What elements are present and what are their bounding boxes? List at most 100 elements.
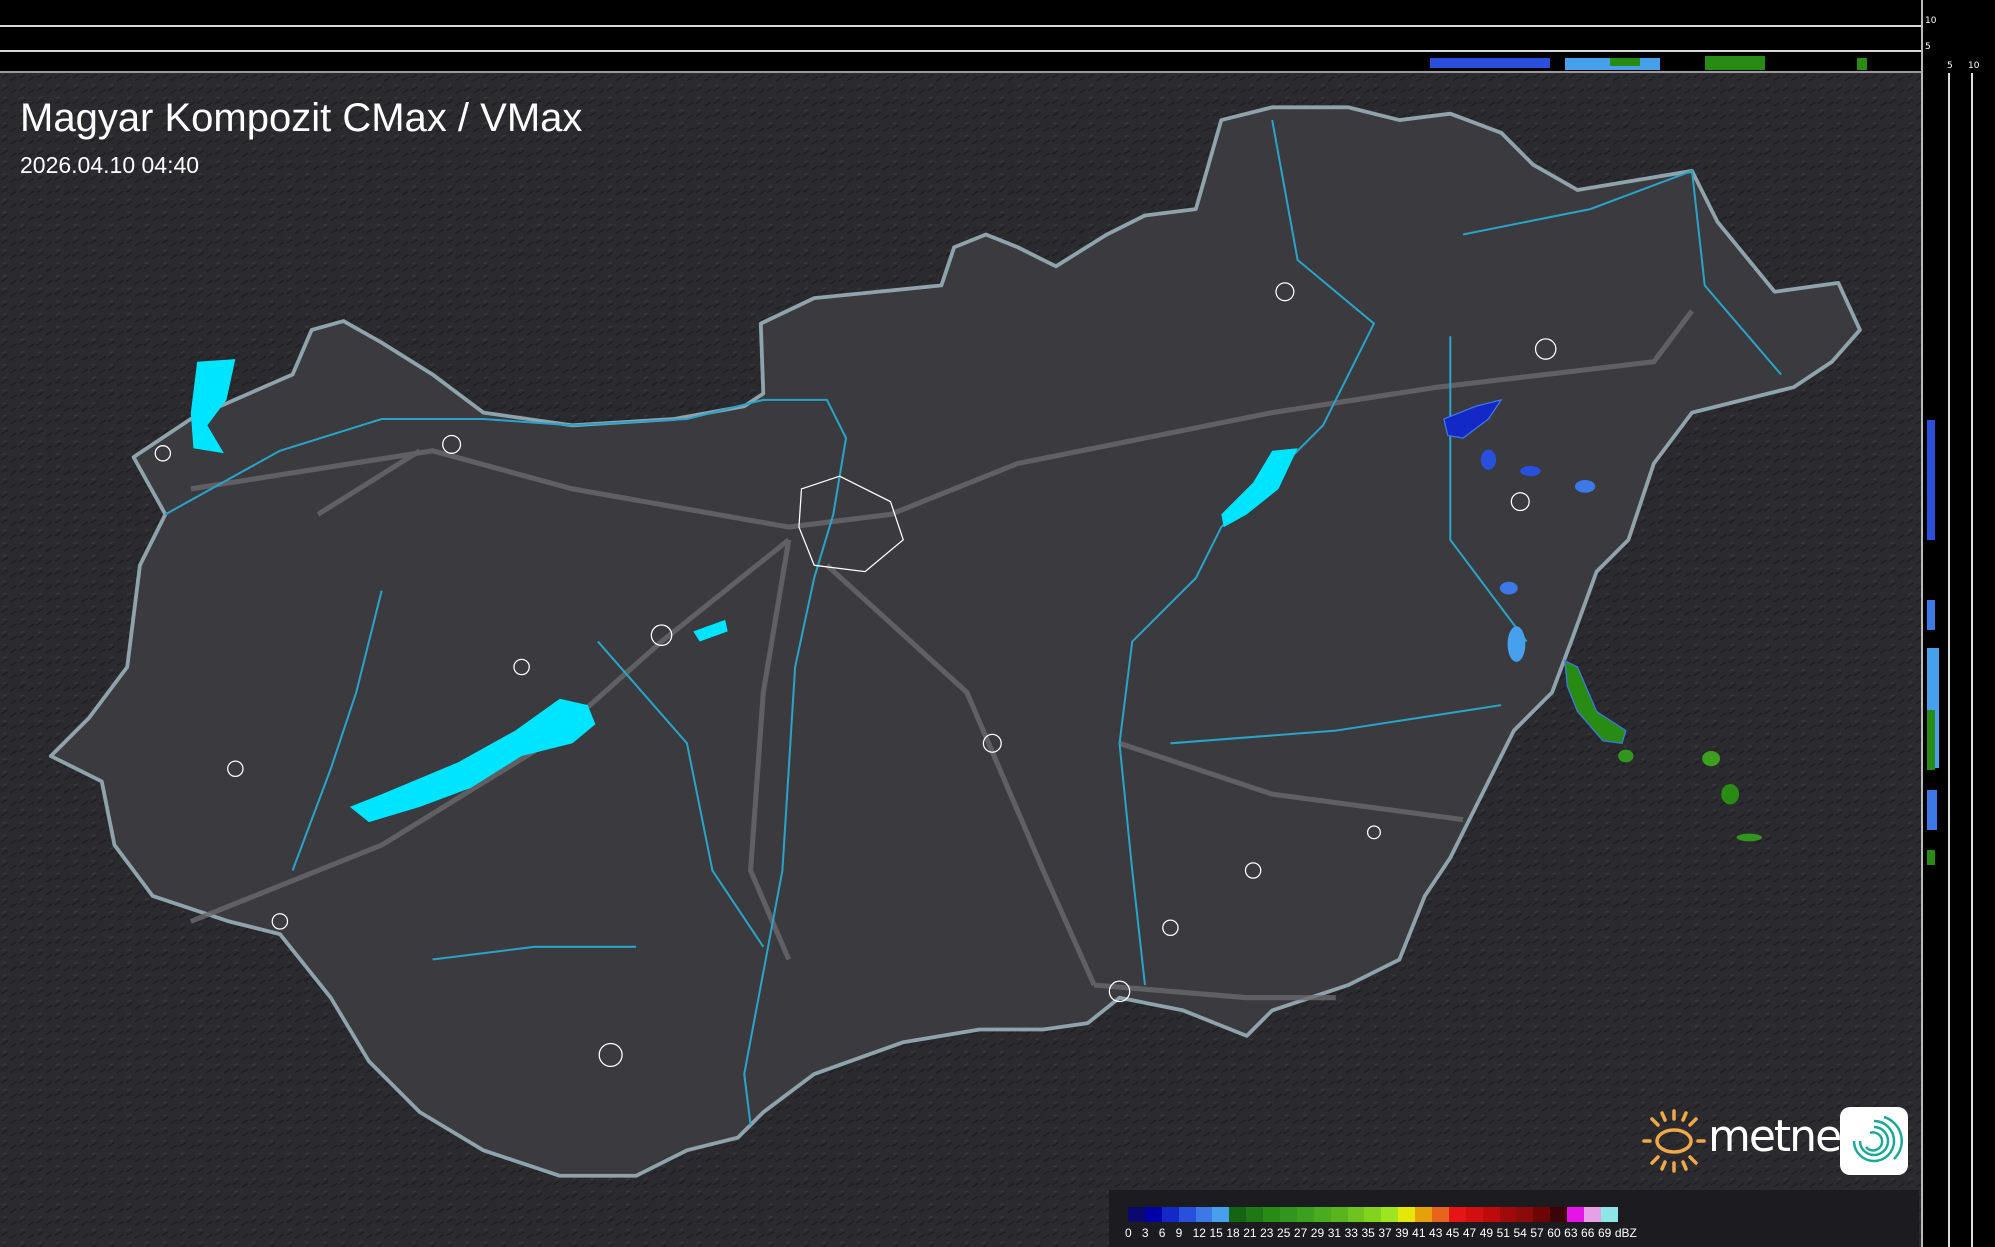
legend-swatch (1600, 1207, 1618, 1222)
profile-echo (1705, 56, 1765, 70)
legend-swatch (1516, 1207, 1534, 1222)
legend-swatch (1448, 1207, 1466, 1222)
legend-swatch (1432, 1207, 1449, 1222)
legend-swatch (1128, 1207, 1145, 1222)
legend-swatch (1347, 1207, 1365, 1222)
legend-swatch (1212, 1207, 1230, 1222)
legend-label: 29 (1310, 1226, 1325, 1240)
legend-swatch (1567, 1207, 1585, 1222)
legend-swatch (1280, 1207, 1297, 1222)
metnet-logo: metnet (1638, 1105, 1908, 1177)
rivers (164, 119, 1782, 1126)
legend-swatch (1246, 1207, 1264, 1222)
legend-label: 49 (1479, 1226, 1494, 1240)
map-timestamp: 2026.04.10 04:40 (20, 152, 200, 178)
city-outlines (154, 282, 1557, 1068)
legend-swatch (1482, 1207, 1500, 1222)
legend-swatch (1229, 1207, 1247, 1222)
legend-label: 39 (1395, 1226, 1409, 1240)
legend-swatch (1584, 1207, 1601, 1222)
legend-swatch (1415, 1207, 1433, 1222)
legend-label: 31 (1327, 1226, 1342, 1240)
legend-label: 23 (1260, 1226, 1274, 1240)
legend-labels: 0 3 6 9 12 15 18 21 23 25 27 29 31 33 35 37 39 41 43 45 47 49… (1125, 1226, 1637, 1240)
legend-swatch (1499, 1207, 1517, 1222)
legend-label: 45 (1445, 1226, 1460, 1240)
legend-swatch (1144, 1207, 1162, 1222)
legend-swatch (1398, 1207, 1416, 1222)
lake-ferto (190, 359, 236, 454)
legend-label: 41 (1412, 1226, 1426, 1240)
profile-echo (1857, 58, 1867, 70)
legend-swatch (1381, 1207, 1399, 1222)
legend-label: 60 (1547, 1226, 1561, 1240)
radar-map[interactable] (0, 73, 1921, 1247)
strip-baseline (0, 71, 1921, 73)
lake-velence (693, 619, 728, 642)
legend-label: 21 (1243, 1226, 1257, 1240)
profile-echo (1927, 710, 1935, 770)
legend-label: 51 (1496, 1226, 1510, 1240)
legend-label: 69 (1597, 1226, 1612, 1240)
dbz-color-legend: 0 3 6 9 12 15 18 21 23 25 27 29 31 33 35 37 39 41 43 45 47 49… (1109, 1190, 1919, 1247)
profile-echo (1430, 58, 1550, 68)
legend-swatch (1465, 1207, 1483, 1222)
axis-label: 10 (1925, 16, 1937, 26)
swirl-logo-icon (1840, 1107, 1908, 1175)
hungary-country-shape (48, 105, 1862, 1178)
legend-unit: dBZ (1614, 1226, 1637, 1240)
legend-label: 33 (1344, 1226, 1358, 1240)
lake-tisza (1221, 448, 1298, 528)
legend-swatch (1550, 1207, 1568, 1222)
legend-label: 27 (1293, 1226, 1308, 1240)
logo-text: metnet (1708, 1111, 1857, 1162)
legend-label: 66 (1581, 1226, 1595, 1240)
legend-label: 37 (1378, 1226, 1392, 1240)
lakes (190, 359, 1298, 823)
legend-swatch (1263, 1207, 1281, 1222)
map-title: Magyar Kompozit CMax / VMax (20, 96, 583, 140)
legend-label: 0 (1125, 1226, 1132, 1240)
legend-swatch (1330, 1207, 1348, 1222)
legend-label: 63 (1564, 1226, 1578, 1240)
profile-echo (1610, 58, 1640, 66)
axis-label: 10 (1968, 61, 1980, 71)
side-profile-panel: 10 5 5 10 (1921, 0, 1995, 1247)
legend-swatch (1296, 1207, 1314, 1222)
gridline-10 (0, 25, 1921, 27)
gridline-5 (0, 50, 1921, 52)
legend-label: 57 (1530, 1226, 1544, 1240)
legend-label: 35 (1361, 1226, 1375, 1240)
legend-label: 54 (1513, 1226, 1527, 1240)
legend-swatch (1364, 1207, 1382, 1222)
axis-label: 5 (1925, 42, 1931, 52)
legend-color-bar (1128, 1207, 1618, 1222)
legend-label: 12 (1192, 1226, 1206, 1240)
legend-swatch (1533, 1207, 1551, 1222)
profile-echo (1927, 600, 1935, 630)
legend-label: 47 (1462, 1226, 1477, 1240)
legend-swatch (1161, 1207, 1179, 1222)
radar-echoes (1443, 398, 1762, 842)
legend-label: 9 (1175, 1226, 1183, 1240)
legend-label: 15 (1209, 1226, 1223, 1240)
gridline-10 (1971, 73, 1973, 1247)
profile-echo (1927, 850, 1935, 865)
map-layer (0, 73, 1921, 1247)
sun-icon (1642, 1109, 1706, 1173)
legend-label: 6 (1158, 1226, 1166, 1240)
vertical-profile-strip (0, 0, 1921, 73)
lake-balaton (349, 698, 596, 823)
legend-label: 25 (1277, 1226, 1291, 1240)
legend-label: 43 (1429, 1226, 1443, 1240)
legend-swatch (1313, 1207, 1331, 1222)
profile-echo (1927, 790, 1937, 830)
profile-echo (1927, 420, 1935, 540)
legend-label: 18 (1226, 1226, 1240, 1240)
legend-swatch (1178, 1207, 1196, 1222)
gridline-5 (1948, 73, 1950, 1247)
axis-label: 5 (1947, 61, 1953, 71)
legend-label: 3 (1141, 1226, 1149, 1240)
roads (189, 309, 1695, 1001)
legend-swatch (1195, 1207, 1213, 1222)
